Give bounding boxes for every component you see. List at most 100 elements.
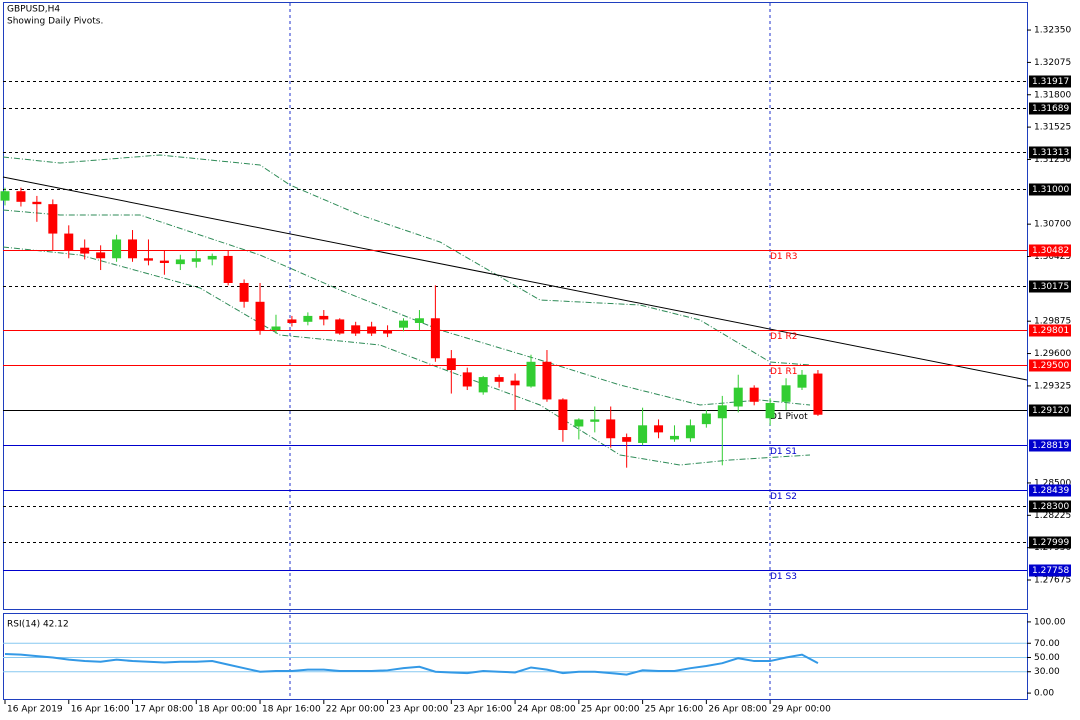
- y-tick-label: 1.30700: [1034, 220, 1071, 230]
- price-tag-label: 1.29500: [1032, 361, 1069, 371]
- candle-body: [781, 385, 791, 402]
- price-tag-label: 1.31917: [1032, 77, 1069, 87]
- candle-body: [303, 315, 313, 322]
- x-tick-label: 25 Apr 16:00: [645, 705, 704, 715]
- level-name: D1 S3: [770, 572, 797, 582]
- y-tick-label: 1.31250: [1034, 155, 1071, 165]
- candle-body: [255, 301, 265, 331]
- candle-body: [287, 319, 297, 323]
- candle-body: [414, 318, 424, 323]
- chart-title: GBPUSD,H4: [7, 5, 60, 15]
- envelope-middle: [2, 209, 811, 406]
- y-tick-label: 1.27675: [1034, 576, 1071, 586]
- price-tag-label: 1.31689: [1032, 104, 1069, 114]
- candle-body: [813, 373, 823, 415]
- candle-body: [494, 377, 504, 382]
- candle-body: [526, 361, 536, 387]
- level-name: D1 R1: [770, 367, 798, 377]
- main-panel: [3, 2, 1028, 610]
- trend-line: [2, 176, 1028, 381]
- level-name: D1 S2: [770, 492, 797, 502]
- candle-body: [64, 233, 74, 251]
- candle-body: [351, 325, 361, 334]
- x-tick-label: 24 Apr 08:00: [517, 705, 576, 715]
- candle-body: [159, 260, 169, 263]
- price-tag-label: 1.30175: [1032, 282, 1069, 292]
- candle-body: [749, 387, 759, 402]
- price-tag: [1029, 324, 1071, 337]
- candle-body: [797, 374, 807, 388]
- candle-body: [80, 247, 90, 254]
- rsi-panel: [3, 613, 1028, 700]
- price-tag-label: 1.28300: [1032, 502, 1069, 512]
- price-tag: [1029, 404, 1071, 417]
- candle-body: [510, 380, 520, 386]
- candle-body: [558, 399, 568, 431]
- candle-body: [175, 259, 185, 265]
- level-name: D1 S1: [770, 447, 797, 457]
- x-tick-label: 23 Apr 16:00: [453, 705, 512, 715]
- price-tag: [1029, 102, 1071, 115]
- x-tick-label: 25 Apr 00:00: [581, 705, 640, 715]
- x-tick-label: 18 Apr 16:00: [262, 705, 321, 715]
- rsi-title: RSI(14) 42.12: [7, 620, 69, 630]
- price-tag-label: 1.28439: [1032, 486, 1069, 496]
- chart-subtitle: Showing Daily Pivots.: [7, 17, 103, 27]
- candle-body: [128, 239, 138, 259]
- level-name: D1 R3: [770, 252, 798, 262]
- y-tick-label: 1.29875: [1034, 317, 1071, 327]
- y-tick-label: 1.32075: [1034, 58, 1071, 68]
- candle-body: [143, 258, 153, 261]
- candle-body: [765, 402, 775, 419]
- envelope-upper: [2, 154, 811, 366]
- price-tag: [1029, 183, 1071, 196]
- price-tag: [1029, 244, 1071, 257]
- y-tick-label: 100.00: [1034, 617, 1066, 627]
- price-tag-label: 1.28819: [1032, 441, 1069, 451]
- candle-body: [574, 419, 584, 427]
- candle-body: [462, 372, 472, 387]
- x-tick-label: 16 Apr 2019: [7, 705, 63, 715]
- price-tag: [1029, 146, 1071, 159]
- price-tag: [1029, 564, 1071, 577]
- candle-body: [96, 252, 106, 259]
- price-tag-label: 1.27999: [1032, 538, 1069, 548]
- price-tag-label: 1.31000: [1032, 185, 1069, 195]
- y-tick-label: 0.00: [1034, 689, 1054, 699]
- price-tag: [1029, 359, 1071, 372]
- price-tag: [1029, 280, 1071, 293]
- x-tick-label: 23 Apr 00:00: [390, 705, 449, 715]
- candle-body: [207, 255, 217, 260]
- candle-body: [399, 320, 408, 328]
- price-tag-label: 1.30482: [1032, 246, 1069, 256]
- y-tick-label: 1.28225: [1034, 511, 1071, 521]
- y-tick-label: 70.00: [1034, 639, 1060, 649]
- candle-body: [685, 425, 695, 439]
- y-tick-label: 50.00: [1034, 653, 1060, 663]
- candle-body: [430, 318, 440, 359]
- price-tag-label: 1.27758: [1032, 566, 1069, 576]
- y-tick-label: 1.29325: [1034, 381, 1071, 391]
- price-tag: [1029, 484, 1071, 497]
- candle-body: [701, 413, 711, 425]
- level-name: D1 R2: [770, 332, 798, 342]
- candle-body: [590, 419, 600, 422]
- price-tag-label: 1.29120: [1032, 406, 1069, 416]
- candle-body: [638, 425, 648, 443]
- candle-body: [542, 361, 552, 400]
- y-tick-label: 1.29600: [1034, 349, 1071, 359]
- envelope-lower: [2, 246, 811, 466]
- candle-body: [32, 201, 42, 205]
- candle-body: [16, 191, 26, 202]
- candle-body: [335, 319, 345, 334]
- x-tick-label: 29 Apr 00:00: [772, 705, 831, 715]
- candle-body: [271, 326, 281, 331]
- price-tag-label: 1.29801: [1032, 326, 1069, 336]
- price-tag: [1029, 500, 1071, 513]
- x-tick-label: 22 Apr 00:00: [326, 705, 385, 715]
- x-tick-label: 17 Apr 08:00: [135, 705, 194, 715]
- candle-body: [654, 425, 664, 433]
- candle-body: [319, 315, 329, 320]
- candle-body: [478, 377, 488, 393]
